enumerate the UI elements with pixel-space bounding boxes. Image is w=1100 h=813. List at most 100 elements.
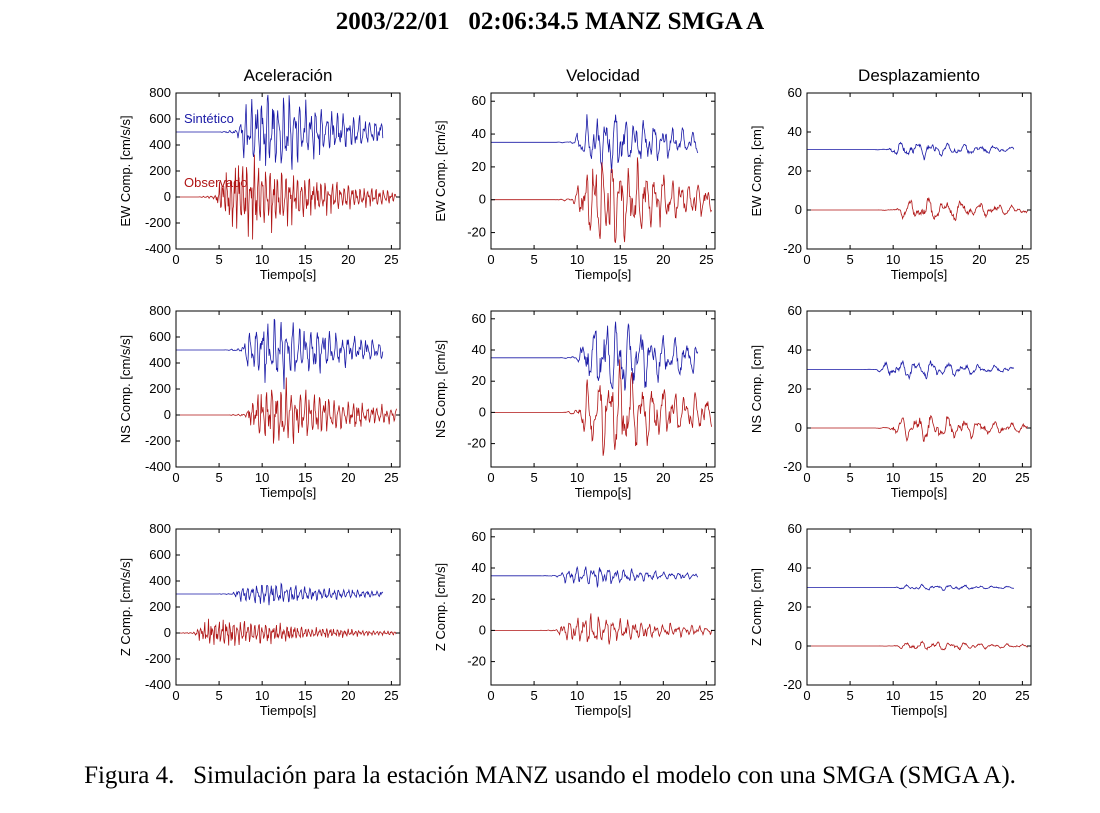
- y-tick-label: -20: [467, 654, 486, 669]
- y-tick-label: 0: [795, 420, 802, 435]
- y-tick-label: 40: [472, 342, 486, 357]
- x-tick-label: 10: [886, 252, 900, 267]
- x-tick-label: 10: [886, 688, 900, 703]
- panel-8: 0 5 10 15 20 25 -20 0 20 40 60 Tiempo[s] Z Comp. [cm…: [433, 528, 716, 718]
- x-axis-label: Tiempo[s]: [260, 485, 317, 500]
- y-axis-label: Z Comp. [cm]: [749, 568, 764, 646]
- x-axis-label: Tiempo[s]: [891, 703, 948, 718]
- x-axis-label: Tiempo[s]: [575, 485, 632, 500]
- y-tick-label: 20: [472, 159, 486, 174]
- y-tick-label: 60: [472, 311, 486, 326]
- y-tick-label: 600: [149, 111, 171, 126]
- x-tick-label: 0: [487, 470, 494, 485]
- x-tick-label: 0: [172, 252, 179, 267]
- y-tick-label: 20: [472, 373, 486, 388]
- synthetic-trace: [807, 141, 1015, 161]
- y-tick-label: 20: [472, 591, 486, 606]
- x-axis-label: Tiempo[s]: [891, 267, 948, 282]
- y-tick-label: 40: [788, 342, 802, 357]
- x-tick-label: 15: [929, 252, 943, 267]
- y-tick-label: -400: [145, 677, 171, 692]
- y-tick-label: 60: [472, 93, 486, 108]
- y-tick-label: 800: [149, 521, 171, 536]
- y-tick-label: 200: [149, 381, 171, 396]
- x-tick-label: 15: [298, 252, 312, 267]
- synthetic-trace: [176, 582, 384, 606]
- y-tick-label: 600: [149, 547, 171, 562]
- y-tick-label: 0: [164, 407, 171, 422]
- x-tick-label: 15: [929, 470, 943, 485]
- x-tick-label: 0: [172, 688, 179, 703]
- x-tick-label: 0: [803, 470, 810, 485]
- axes-frame: [806, 92, 1032, 250]
- x-axis-label: Tiempo[s]: [575, 703, 632, 718]
- x-tick-label: 10: [255, 252, 269, 267]
- x-tick-label: 5: [530, 470, 537, 485]
- x-tick-label: 0: [172, 470, 179, 485]
- x-tick-label: 25: [1015, 470, 1029, 485]
- observed-trace: [807, 196, 1028, 222]
- y-tick-label: 0: [164, 625, 171, 640]
- y-tick-label: 0: [795, 638, 802, 653]
- column-title: Desplazamiento: [858, 66, 980, 85]
- x-tick-label: 15: [613, 252, 627, 267]
- x-tick-label: 10: [255, 688, 269, 703]
- y-axis-label: NS Comp. [cm/s]: [433, 340, 448, 438]
- x-tick-label: 15: [929, 688, 943, 703]
- y-tick-label: -20: [783, 241, 802, 256]
- x-tick-label: 5: [846, 252, 853, 267]
- y-tick-label: 60: [788, 303, 802, 318]
- y-tick-label: 0: [479, 192, 486, 207]
- synthetic-trace: [491, 565, 699, 589]
- y-tick-label: -20: [467, 436, 486, 451]
- y-tick-label: -200: [145, 651, 171, 666]
- x-tick-label: 20: [341, 252, 355, 267]
- x-tick-label: 20: [656, 252, 670, 267]
- y-tick-label: 0: [479, 622, 486, 637]
- axes-frame: [490, 528, 716, 686]
- x-tick-label: 20: [341, 470, 355, 485]
- y-tick-label: 40: [472, 126, 486, 141]
- x-tick-label: 10: [255, 470, 269, 485]
- y-tick-label: 600: [149, 329, 171, 344]
- y-axis-label: Z Comp. [cm/s]: [433, 563, 448, 651]
- y-axis-label: EW Comp. [cm]: [749, 125, 764, 216]
- x-tick-label: 0: [487, 252, 494, 267]
- x-tick-label: 10: [570, 688, 584, 703]
- y-tick-label: -200: [145, 433, 171, 448]
- x-tick-label: 25: [699, 470, 713, 485]
- y-tick-label: 400: [149, 573, 171, 588]
- y-tick-label: 0: [795, 202, 802, 217]
- x-axis-label: Tiempo[s]: [891, 485, 948, 500]
- y-tick-label: -400: [145, 459, 171, 474]
- observed-trace: [176, 154, 397, 240]
- y-tick-label: 20: [788, 599, 802, 614]
- y-tick-label: 60: [788, 521, 802, 536]
- y-tick-label: 400: [149, 355, 171, 370]
- x-tick-label: 20: [656, 688, 670, 703]
- column-title: Velocidad: [566, 66, 640, 85]
- x-axis-label: Tiempo[s]: [575, 267, 632, 282]
- y-tick-label: 800: [149, 303, 171, 318]
- x-tick-label: 25: [1015, 688, 1029, 703]
- y-axis-label: EW Comp. [cm/s/s]: [118, 115, 133, 226]
- x-tick-label: 25: [384, 688, 398, 703]
- y-tick-label: 60: [788, 85, 802, 100]
- synthetic-trace: [491, 114, 699, 174]
- x-tick-label: 5: [530, 252, 537, 267]
- y-axis-label: NS Comp. [cm/s/s]: [118, 335, 133, 443]
- y-tick-label: 200: [149, 599, 171, 614]
- x-tick-label: 20: [656, 470, 670, 485]
- y-tick-label: 800: [149, 85, 171, 100]
- y-tick-label: 20: [788, 381, 802, 396]
- y-axis-label: EW Comp. [cm/s]: [433, 120, 448, 221]
- synthetic-trace: [807, 583, 1015, 591]
- x-tick-label: 5: [215, 688, 222, 703]
- synthetic-trace: [176, 318, 384, 390]
- x-tick-label: 5: [215, 470, 222, 485]
- synthetic-trace: [491, 321, 699, 391]
- y-tick-label: 400: [149, 137, 171, 152]
